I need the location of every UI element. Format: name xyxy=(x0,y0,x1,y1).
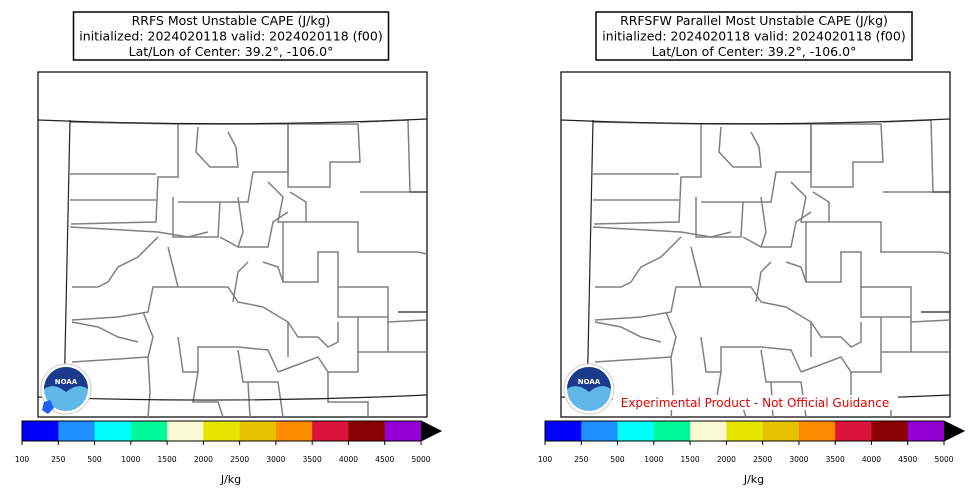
colorbar-tick-label: 2500 xyxy=(230,455,249,464)
colorbar-label: J/kg xyxy=(743,473,764,486)
colorbar-segment xyxy=(275,421,313,441)
colorbar-tick-label: 1000 xyxy=(121,455,140,464)
title-box xyxy=(72,11,390,61)
colorbar-segment xyxy=(581,421,619,441)
colorbar-segment xyxy=(798,421,836,441)
map-panel xyxy=(37,71,428,418)
colorbar-segment xyxy=(653,421,691,441)
colorbar-segment xyxy=(690,421,727,441)
colorbar-tick-label: 1000 xyxy=(644,455,663,464)
title-line: initialized: 2024020118 valid: 202402011… xyxy=(602,29,905,44)
colorbar-segment xyxy=(617,421,655,441)
colorbar-tick-label: 100 xyxy=(538,455,553,464)
colorbar-segment xyxy=(22,421,59,441)
colorbar-segment xyxy=(130,421,168,441)
colorbar-extend xyxy=(944,421,964,441)
colorbar-segment xyxy=(348,421,386,441)
colorbar-segment xyxy=(762,421,800,441)
colorbar-tick-label: 4000 xyxy=(862,455,881,464)
colorbar-tick-label: 100 xyxy=(15,455,30,464)
colorbar-tick-label: 2500 xyxy=(753,455,772,464)
colorbar-segment xyxy=(94,421,132,441)
colorbar-label: J/kg xyxy=(220,473,241,486)
title-line: initialized: 2024020118 valid: 202402011… xyxy=(79,29,382,44)
colorbar-tick-label: 500 xyxy=(610,455,625,464)
colorbar-tick-label: 2000 xyxy=(194,455,213,464)
title-line: RRFSFW Parallel Most Unstable CAPE (J/kg… xyxy=(620,13,888,28)
title-line: Lat/Lon of Center: 39.2°, -106.0° xyxy=(129,44,334,59)
map-panel xyxy=(560,71,951,418)
colorbar-segment xyxy=(726,421,764,441)
title-line: Lat/Lon of Center: 39.2°, -106.0° xyxy=(652,44,857,59)
colorbar-tick-label: 2000 xyxy=(717,455,736,464)
colorbar-segment xyxy=(58,421,96,441)
colorbar-tick-label: 250 xyxy=(574,455,589,464)
colorbar-tick-label: 5000 xyxy=(411,455,430,464)
colorbar-segment xyxy=(835,421,872,441)
colorbar-tick-label: 500 xyxy=(87,455,102,464)
annotation: Experimental Product - Not Official Guid… xyxy=(621,396,889,410)
title-box xyxy=(595,11,913,61)
colorbar-outline xyxy=(544,420,966,442)
colorbar-outline xyxy=(21,420,443,442)
annotation-bg xyxy=(613,395,898,410)
colorbar-segment xyxy=(312,421,349,441)
title-line: RRFS Most Unstable CAPE (J/kg) xyxy=(132,13,331,28)
colorbar-segment xyxy=(545,421,582,441)
cape-area xyxy=(42,400,54,414)
colorbar-segment xyxy=(871,421,909,441)
colorbar-tick-label: 5000 xyxy=(934,455,953,464)
colorbar-tick-label: 4500 xyxy=(898,455,917,464)
colorbar-tick-label: 4500 xyxy=(375,455,394,464)
colorbar-segment xyxy=(239,421,277,441)
colorbar-tick-label: 250 xyxy=(51,455,66,464)
colorbar-tick-label: 1500 xyxy=(681,455,700,464)
colorbar-segment xyxy=(907,421,945,441)
colorbar-tick-label: 4000 xyxy=(339,455,358,464)
colorbar-tick-label: 3500 xyxy=(826,455,845,464)
colorbar-tick-label: 3000 xyxy=(266,455,285,464)
colorbar-tick-label: 3500 xyxy=(303,455,322,464)
colorbar-extend xyxy=(421,421,441,441)
colorbar-tick-label: 1500 xyxy=(158,455,177,464)
colorbar-segment xyxy=(203,421,241,441)
colorbar-tick-label: 3000 xyxy=(789,455,808,464)
colorbar-segment xyxy=(384,421,422,441)
colorbar-segment xyxy=(167,421,204,441)
